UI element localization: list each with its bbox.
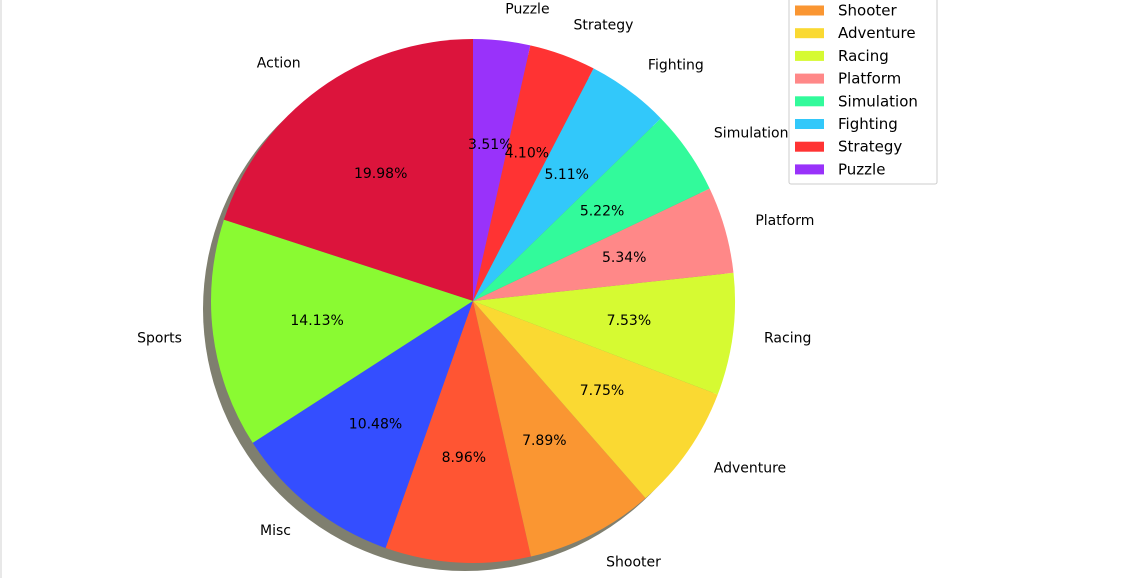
pie-slice-shooter [473, 301, 646, 557]
pie-slice-racing [473, 272, 735, 395]
pie-slice-puzzle [473, 39, 531, 301]
legend-swatch-platform [795, 73, 824, 84]
legend-item-platform: Platform [795, 70, 901, 88]
legend-label-fighting: Fighting [838, 115, 898, 133]
pie-slice-role-playing [385, 301, 531, 563]
pct-label-shooter: 7.89% [522, 433, 566, 449]
category-label-fighting: Fighting [648, 57, 704, 73]
legend-label-platform: Platform [838, 70, 901, 88]
category-labels: Action Sports Misc Shooter Adventure Racing Pl… [137, 1, 814, 570]
pie-slice-adventure [473, 301, 718, 499]
legend-label-simulation: Simulation [838, 92, 918, 110]
category-label-adventure: Adventure [714, 461, 786, 477]
pct-label-misc: 10.48% [349, 416, 402, 432]
legend-item-strategy: Strategy [795, 138, 902, 156]
category-label-misc: Misc [260, 523, 291, 539]
pct-label-puzzle: 3.51% [468, 137, 512, 153]
category-label-simulation: Simulation [714, 125, 789, 141]
legend-swatch-adventure [795, 28, 824, 39]
legend-swatch-simulation [795, 96, 824, 107]
legend-items: Shooter Adventure Racing Platform Simulation… [795, 2, 918, 178]
legend-label-puzzle: Puzzle [838, 160, 885, 178]
legend-box [788, 0, 938, 185]
pct-label-simulation: 5.22% [580, 203, 624, 219]
pct-label-adventure: 7.75% [580, 383, 624, 399]
pie-slice-strategy [473, 45, 594, 302]
pct-label-action: 19.98% [354, 166, 407, 182]
legend-swatch-fighting [795, 119, 824, 129]
pct-label-role-playing: 8.96% [442, 450, 486, 466]
legend-label-racing: Racing [838, 47, 889, 65]
pie-slice-action [223, 39, 473, 301]
legend-label-adventure: Adventure [838, 24, 916, 42]
legend-swatch-puzzle [795, 164, 824, 175]
pct-label-sports: 14.13% [290, 313, 343, 329]
percent-labels: 19.98% 14.13% 10.48% 8.96% 7.89% 7.75% 7.53% 5.… [290, 137, 651, 466]
category-label-action: Action [257, 55, 301, 71]
pct-label-fighting: 5.11% [544, 167, 588, 183]
category-label-shooter: Shooter [606, 554, 661, 570]
category-label-puzzle: Puzzle [505, 1, 549, 17]
category-label-strategy: Strategy [573, 17, 633, 33]
legend-label-strategy: Strategy [838, 138, 902, 156]
category-label-sports: Sports [137, 331, 182, 347]
pie-slice-fighting [473, 68, 661, 302]
legend-item-fighting: Fighting [795, 115, 898, 133]
pie-slice-simulation [473, 118, 710, 301]
legend-swatch-strategy [795, 141, 824, 152]
legend-item-puzzle: Puzzle [795, 160, 885, 178]
pie-slice-platform [473, 188, 734, 301]
pie-slice-sports [211, 219, 474, 443]
legend-item-adventure: Adventure [795, 24, 916, 42]
legend-swatch-racing [795, 50, 824, 61]
pct-label-racing: 7.53% [607, 313, 651, 329]
legend-item-shooter: Shooter [795, 2, 897, 20]
pie-slice-misc [252, 301, 473, 549]
legend-swatch-shooter [795, 5, 824, 16]
legend-item-simulation: Simulation [795, 92, 918, 110]
category-label-racing: Racing [764, 331, 811, 347]
legend: Shooter Adventure Racing Platform Simulation… [788, 0, 938, 185]
legend-item-racing: Racing [795, 47, 889, 65]
pie-slices [211, 39, 735, 563]
pct-label-strategy: 4.10% [505, 145, 549, 161]
pct-label-platform: 5.34% [602, 250, 646, 266]
legend-label-shooter: Shooter [838, 2, 897, 20]
category-label-platform: Platform [755, 213, 814, 229]
